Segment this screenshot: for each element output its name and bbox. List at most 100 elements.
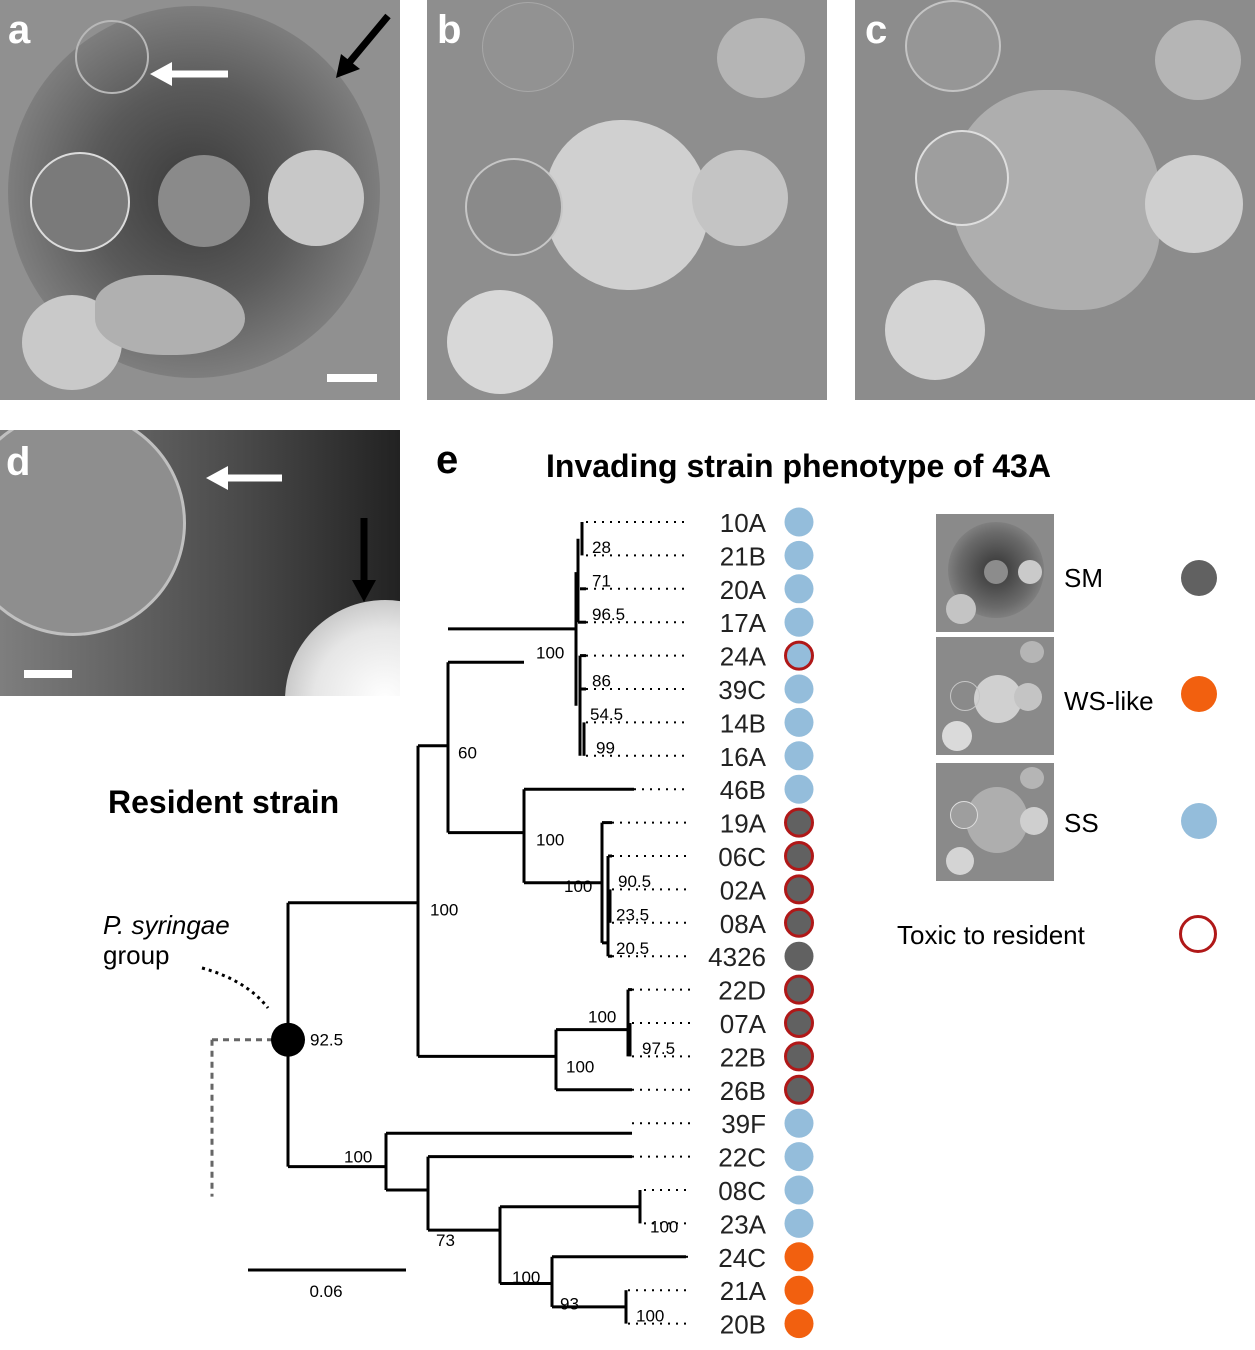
support-value: 54.5 (590, 705, 623, 724)
leaf-label-39C: 39C (718, 675, 766, 705)
group-pointer (201, 966, 270, 1009)
colony-right (692, 150, 788, 246)
scale-bar-d (24, 670, 72, 678)
root-support-value: 92.5 (310, 1031, 343, 1050)
leaf-label-20A: 20A (720, 575, 767, 605)
colony-top-left (482, 2, 574, 92)
phenotype-marker-10A (784, 507, 814, 537)
leaf-label-06C: 06C (718, 842, 766, 872)
colony-ring-top (905, 0, 1001, 92)
legend-dot-sm (1181, 560, 1217, 596)
phenotype-marker-07A (784, 1008, 814, 1038)
phenotype-marker-23A (784, 1208, 814, 1238)
support-value: 90.5 (618, 872, 651, 891)
support-value: 93 (560, 1295, 579, 1314)
support-value: 100 (344, 1148, 372, 1167)
legend-ring-toxic (1179, 915, 1217, 953)
panel-a-photo: a (0, 0, 400, 400)
leaf-label-16A: 16A (720, 742, 767, 772)
leaf-label-22B: 22B (720, 1042, 766, 1072)
panel-c-photo: c (855, 0, 1255, 400)
leaf-label-19A: 19A (720, 809, 767, 839)
leaf-label-17A: 17A (720, 608, 767, 638)
panel-b-photo: b (427, 0, 827, 400)
support-value: 99 (596, 738, 615, 757)
leaf-label-21B: 21B (720, 541, 766, 571)
support-value: 20.5 (616, 939, 649, 958)
wrinkly-colony (545, 120, 709, 290)
phenotype-marker-22B (784, 1041, 814, 1072)
support-value: 97.5 (642, 1039, 675, 1058)
phenotype-marker-46B (784, 774, 814, 804)
panel-a-arrows (150, 13, 391, 86)
legend-thumb-sm (936, 514, 1054, 632)
colony-bottom-left (447, 290, 553, 394)
phenotype-marker-22C (784, 1142, 814, 1172)
panel-label-b: b (437, 8, 462, 52)
phenotype-marker-17A (784, 607, 814, 637)
support-value: 71 (592, 571, 611, 590)
white-arrow-head (206, 466, 228, 490)
tree-scale-label: 0.06 (309, 1282, 342, 1301)
legend-dot-ws (1181, 676, 1217, 712)
support-value: 100 (536, 830, 564, 849)
leaf-label-23A: 23A (720, 1209, 767, 1239)
phenotype-marker-06C (784, 841, 814, 871)
leaf-label-07A: 07A (720, 1009, 767, 1039)
leaf-label-14B: 14B (720, 708, 766, 738)
resident-strain-label: Resident strain (108, 784, 340, 820)
phenotype-marker-02A (784, 874, 814, 905)
support-value: 100 (650, 1218, 678, 1237)
colony-ring-top (75, 20, 149, 94)
leaf-label-08C: 08C (718, 1176, 766, 1206)
support-value: 28 (592, 538, 611, 557)
leaf-label-24A: 24A (720, 642, 767, 672)
leaf-label-22C: 22C (718, 1143, 766, 1173)
legend-thumb-ss (936, 763, 1054, 881)
panel-label-a: a (8, 8, 31, 52)
phenotype-marker-19A (784, 807, 814, 838)
legend-label-ss: SS (1064, 808, 1099, 838)
legend-dot-ss (1181, 803, 1217, 839)
support-value: 100 (536, 643, 564, 662)
colony-top-right (1155, 20, 1241, 100)
colony-spread (95, 275, 245, 355)
phenotype-marker-39F (784, 1108, 814, 1138)
phenotype-marker-39C (784, 674, 814, 704)
leaf-label-46B: 46B (720, 775, 766, 805)
white-arrow-head (150, 62, 172, 86)
panel-label-e: e (436, 438, 459, 482)
leaf-label-26B: 26B (720, 1076, 766, 1106)
scale-bar-a (327, 374, 377, 382)
colony-top-right (717, 18, 805, 98)
support-value: 100 (564, 877, 592, 896)
root-node (271, 1022, 305, 1057)
leaf-label-02A: 02A (720, 875, 767, 905)
colony-center (158, 155, 250, 247)
phenotype-marker-21A (784, 1275, 814, 1305)
support-value: 100 (588, 1007, 616, 1026)
phenotype-marker-20B (784, 1309, 814, 1339)
black-arrow-head (352, 580, 376, 602)
tree-title: Invading strain phenotype of 43A (546, 448, 1051, 484)
leaf-label-22D: 22D (718, 976, 766, 1006)
colony-ring-left (30, 152, 130, 252)
legend-label-toxic: Toxic to resident (897, 920, 1085, 950)
support-value: 100 (636, 1306, 664, 1325)
phenotype-marker-26B (784, 1074, 814, 1105)
colony-bottom-left (885, 280, 985, 380)
phenotype-marker-21B (784, 540, 814, 570)
support-value: 86 (592, 672, 611, 691)
legend-thumb-ws (936, 637, 1054, 755)
phenotype-marker-14B (784, 707, 814, 737)
panel-label-d: d (6, 440, 31, 484)
leaf-label-39F: 39F (721, 1109, 766, 1139)
colony-right (1145, 155, 1243, 253)
colony-ring-left (465, 158, 563, 256)
black-arrow-head (336, 54, 360, 78)
support-value: 73 (436, 1231, 455, 1250)
leaf-label-4326: 4326 (708, 942, 766, 972)
phenotype-marker-20A (784, 574, 814, 604)
phenotype-marker-16A (784, 741, 814, 771)
